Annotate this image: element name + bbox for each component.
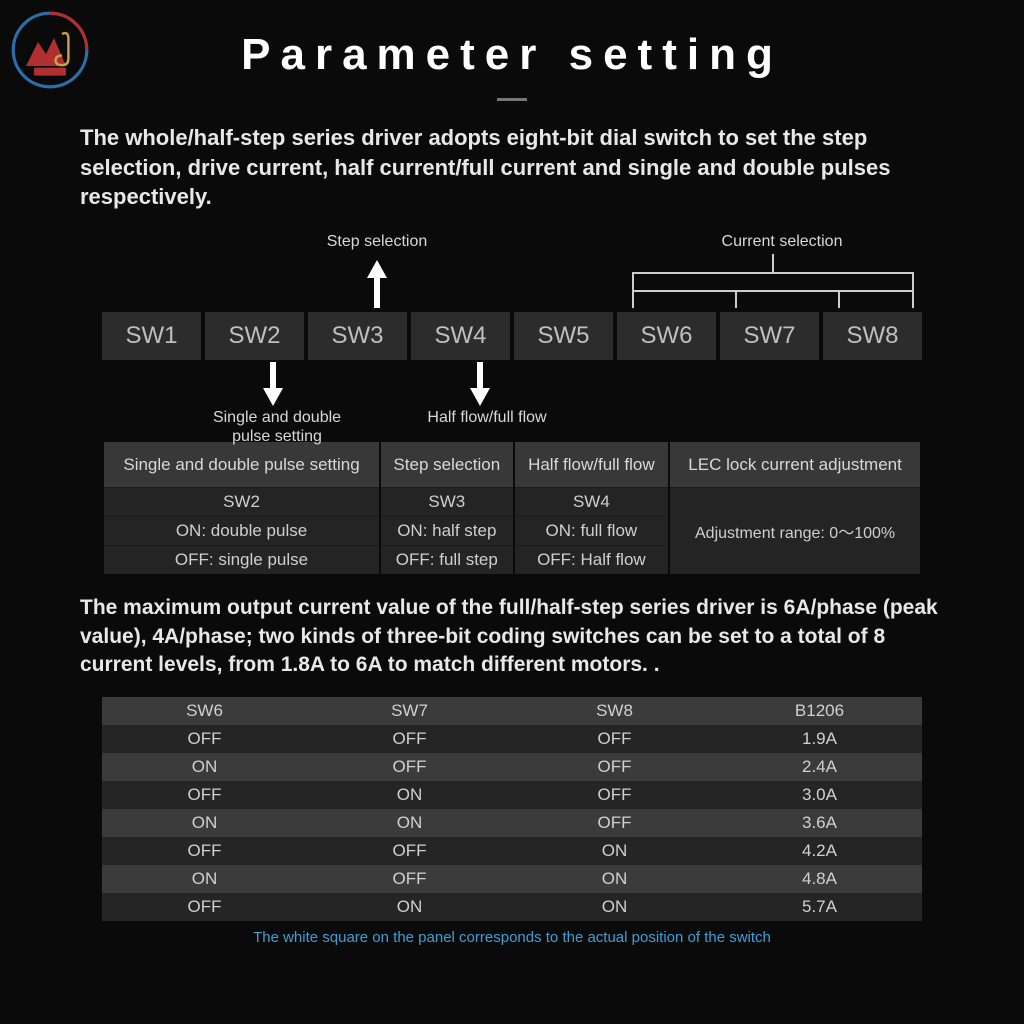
arrow-stem — [374, 276, 380, 308]
table-row: OFFOFFOFF1.9A — [102, 725, 922, 753]
page-root: Parameter setting The whole/half-step se… — [0, 0, 1024, 956]
bracket-tick — [912, 290, 914, 308]
title-underline — [497, 98, 527, 101]
switch-cell-sw3: SW3 — [308, 312, 407, 360]
settings-header: LEC lock current adjustment — [670, 442, 920, 487]
settings-cell: ON: half step — [381, 516, 513, 545]
switch-cell-sw8: SW8 — [823, 312, 922, 360]
label-half-full-flow: Half flow/full flow — [412, 408, 562, 427]
label-pulse-setting: Single and double pulse setting — [202, 408, 352, 446]
arrow-stem — [270, 362, 276, 390]
bracket-line — [632, 272, 912, 292]
settings-cell: Adjustment range: 0～100% — [670, 487, 920, 574]
settings-header: Step selection — [381, 442, 513, 487]
settings-cell: SW3 — [381, 487, 513, 516]
arrow-down-icon — [470, 388, 490, 406]
table-row: OFFONON5.7A — [102, 893, 922, 921]
current-header: B1206 — [717, 697, 922, 725]
table-row: ONONOFF3.6A — [102, 809, 922, 837]
table-row: OFFOFFON4.2A — [102, 837, 922, 865]
intro-paragraph: The whole/half-step series driver adopts… — [60, 123, 964, 212]
settings-header: Half flow/full flow — [515, 442, 669, 487]
current-header: SW6 — [102, 697, 307, 725]
brand-logo — [10, 10, 90, 90]
switch-diagram: Step selection Current selection SW1 SW2… — [102, 232, 922, 432]
bracket-tick — [912, 272, 914, 290]
settings-cell: OFF: full step — [381, 545, 513, 574]
switch-cell-sw4: SW4 — [411, 312, 510, 360]
settings-cell: ON: double pulse — [104, 516, 379, 545]
table-row: ONOFFON4.8A — [102, 865, 922, 893]
page-title: Parameter setting — [60, 30, 964, 80]
footnote: The white square on the panel correspond… — [60, 929, 964, 946]
switch-cell-sw1: SW1 — [102, 312, 201, 360]
settings-cell: SW2 — [104, 487, 379, 516]
arrow-stem — [477, 362, 483, 390]
arrow-down-icon — [263, 388, 283, 406]
current-header: SW7 — [307, 697, 512, 725]
current-header: SW8 — [512, 697, 717, 725]
label-step-selection: Step selection — [317, 232, 437, 251]
arrow-up-icon — [367, 260, 387, 278]
bracket-tick — [772, 254, 774, 272]
switch-cell-sw2: SW2 — [205, 312, 304, 360]
label-current-selection: Current selection — [702, 232, 862, 251]
bracket-line — [632, 290, 912, 310]
table-row: ONOFFOFF2.4A — [102, 753, 922, 781]
settings-cell: OFF: Half flow — [515, 545, 669, 574]
settings-header: Single and double pulse setting — [104, 442, 379, 487]
switch-row: SW1 SW2 SW3 SW4 SW5 SW6 SW7 SW8 — [102, 312, 922, 360]
body-paragraph: The maximum output current value of the … — [60, 594, 964, 679]
settings-cell: ON: full flow — [515, 516, 669, 545]
switch-cell-sw5: SW5 — [514, 312, 613, 360]
settings-table: Single and double pulse setting Step sel… — [102, 442, 922, 574]
switch-cell-sw7: SW7 — [720, 312, 819, 360]
settings-cell: OFF: single pulse — [104, 545, 379, 574]
settings-cell: SW4 — [515, 487, 669, 516]
table-row: SW6 SW7 SW8 B1206 — [102, 697, 922, 725]
switch-cell-sw6: SW6 — [617, 312, 716, 360]
bracket-tick — [632, 272, 634, 290]
table-row: OFFONOFF3.0A — [102, 781, 922, 809]
current-table: SW6 SW7 SW8 B1206 OFFOFFOFF1.9A ONOFFOFF… — [102, 697, 922, 921]
